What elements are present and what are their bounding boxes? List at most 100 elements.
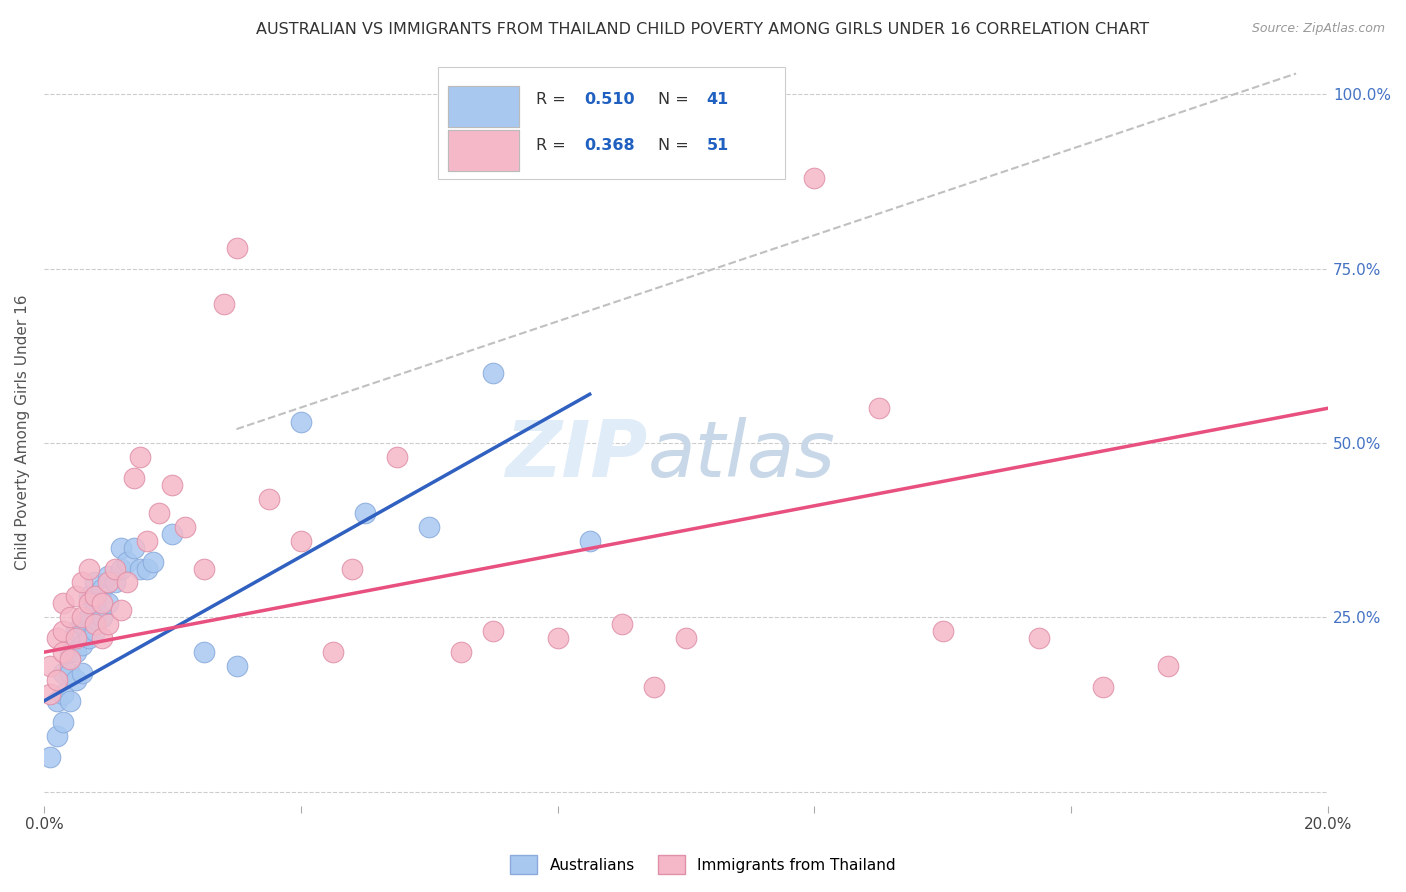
Point [578,533,600,548]
Point [58,666,80,681]
Point [162,526,184,541]
Point [193,561,215,575]
Point [58,610,80,624]
Point [45,673,67,687]
Point [340,561,363,575]
Point [129,450,152,464]
Text: 0.368: 0.368 [585,138,636,153]
Point [110,561,132,575]
Point [84,575,107,590]
Point [135,533,157,548]
Point [84,624,107,639]
Point [97,575,120,590]
Point [72,666,94,681]
Point [39,687,62,701]
Point [97,617,120,632]
Point [482,624,505,639]
Text: ZIP: ZIP [505,417,648,493]
FancyBboxPatch shape [439,67,785,179]
Text: R =: R = [536,138,571,153]
Point [117,575,139,590]
Point [65,645,87,659]
Text: atlas: atlas [648,417,835,493]
Point [122,471,145,485]
Point [174,519,197,533]
Point [90,610,112,624]
Point [257,491,280,506]
Point [354,506,377,520]
Point [97,596,120,610]
Point [39,749,62,764]
Point [52,596,75,610]
Point [868,401,890,416]
Point [385,450,408,464]
Point [482,367,505,381]
Point [803,171,825,186]
Text: 0.510: 0.510 [585,92,636,107]
Y-axis label: Child Poverty Among Girls Under 16: Child Poverty Among Girls Under 16 [15,295,30,570]
Point [52,645,75,659]
Point [90,596,112,610]
Point [72,638,94,652]
Text: AUSTRALIAN VS IMMIGRANTS FROM THAILAND CHILD POVERTY AMONG GIRLS UNDER 16 CORREL: AUSTRALIAN VS IMMIGRANTS FROM THAILAND C… [256,22,1150,37]
Point [1092,680,1115,694]
Point [225,241,247,255]
Text: R =: R = [536,92,571,107]
Point [162,478,184,492]
Point [84,596,107,610]
Point [212,296,235,310]
Point [45,632,67,646]
Point [45,729,67,743]
Point [77,561,100,575]
Legend: Australians, Immigrants from Thailand: Australians, Immigrants from Thailand [503,849,903,880]
Text: 51: 51 [707,138,728,153]
Point [52,624,75,639]
Point [77,632,100,646]
Point [39,659,62,673]
Point [72,575,94,590]
Point [65,632,87,646]
FancyBboxPatch shape [449,130,519,171]
Point [322,645,344,659]
Point [58,694,80,708]
Point [77,610,100,624]
Point [135,561,157,575]
Point [84,590,107,604]
Point [290,533,312,548]
Point [148,506,170,520]
Point [65,590,87,604]
Point [290,415,312,429]
Point [450,645,472,659]
Point [110,541,132,555]
Point [1028,632,1050,646]
Point [225,659,247,673]
Text: 41: 41 [707,92,728,107]
Text: N =: N = [658,92,693,107]
Point [52,666,75,681]
Point [72,617,94,632]
Point [103,575,125,590]
Point [675,632,697,646]
Point [110,603,132,617]
Point [103,561,125,575]
Point [52,714,75,729]
FancyBboxPatch shape [449,86,519,127]
Point [58,652,80,666]
Point [97,568,120,582]
Point [65,673,87,687]
Point [740,73,762,87]
Point [129,561,152,575]
Point [193,645,215,659]
Point [77,590,100,604]
Point [610,617,633,632]
Point [932,624,955,639]
Point [90,582,112,597]
Point [547,632,569,646]
Point [117,555,139,569]
Text: N =: N = [658,138,693,153]
Point [65,624,87,639]
Point [84,617,107,632]
Point [52,687,75,701]
Text: Source: ZipAtlas.com: Source: ZipAtlas.com [1251,22,1385,36]
Point [1156,659,1178,673]
